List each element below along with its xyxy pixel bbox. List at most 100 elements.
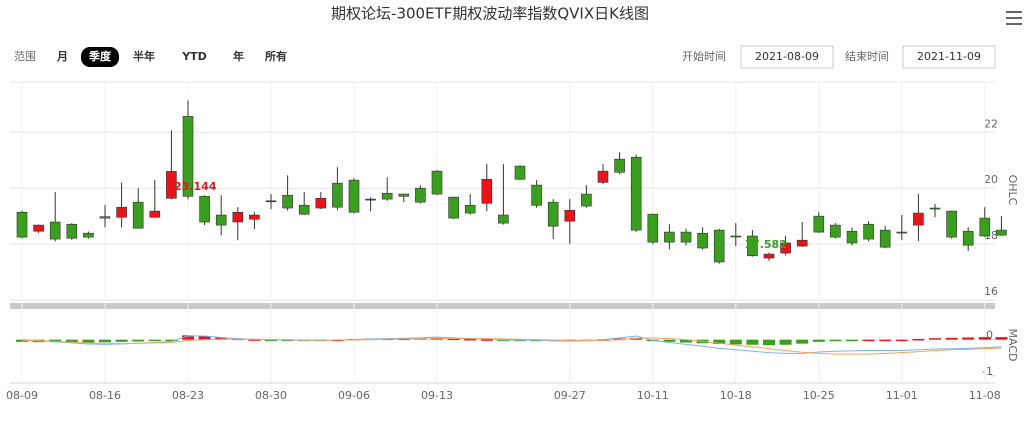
candle-body (780, 242, 791, 254)
macd-bar (680, 339, 692, 343)
candle-body (597, 170, 609, 183)
candle-body (415, 187, 426, 203)
macd-bar (829, 339, 842, 342)
candle-body (979, 217, 991, 237)
candle-body (215, 214, 227, 226)
macd-bar (148, 339, 161, 342)
candle-body (481, 178, 493, 204)
macd-bar (846, 339, 858, 342)
macd-bar (99, 339, 111, 343)
macd-bar (82, 339, 95, 343)
y-tick-label: 20 (984, 173, 998, 186)
range-button[interactable]: 半年 (133, 49, 155, 63)
macd-bar (182, 335, 194, 340)
candle-body (730, 235, 742, 238)
candle-body (647, 213, 659, 243)
x-tick-label: 10-11 (637, 389, 669, 402)
candle-body (83, 232, 94, 238)
candle-body (232, 211, 244, 223)
candle-body (763, 253, 775, 259)
x-tick-label: 09-13 (421, 389, 453, 402)
macd-bar (978, 337, 991, 340)
macd-line (21, 335, 1002, 354)
menu-button[interactable] (1006, 11, 1022, 25)
candle-body (564, 209, 576, 222)
macd-bar (447, 338, 460, 341)
candle-body (348, 179, 360, 213)
macd-bar (115, 339, 128, 342)
candle-body (315, 197, 327, 209)
y-tick-label: 16 (984, 285, 998, 298)
range-button[interactable]: 所有 (265, 49, 287, 63)
candle-body (796, 239, 808, 247)
macd-bar (796, 339, 809, 344)
start-label: 开始时间 (682, 49, 726, 63)
candle-body (946, 210, 957, 238)
max-label: 23.144 (174, 180, 217, 193)
candle-body (680, 231, 692, 243)
x-tick-label: 08-23 (172, 389, 204, 402)
candle-body (614, 158, 625, 173)
macd-bar (132, 339, 145, 342)
range-label: 范围 (14, 49, 36, 63)
start-input[interactable] (740, 45, 834, 69)
candle-body (664, 231, 675, 243)
macd-bar (480, 339, 493, 341)
candle-body (531, 184, 542, 206)
candle-body (332, 182, 343, 208)
candle-body (182, 116, 194, 197)
macd-bar (198, 336, 211, 340)
candle-body (282, 194, 293, 209)
candle-body (514, 165, 526, 180)
y-tick-label: 22 (984, 117, 998, 130)
candle-body (747, 235, 758, 257)
range-button[interactable]: 月 (56, 50, 68, 63)
candle-body (879, 229, 891, 248)
macd-bar (215, 337, 228, 340)
macd-bar (929, 338, 941, 340)
end-label: 结束时间 (845, 50, 889, 63)
candle-body (962, 230, 974, 246)
candle-body (132, 201, 144, 229)
range-button[interactable]: 年 (233, 49, 244, 63)
end-input[interactable] (902, 45, 996, 69)
candle-body (249, 214, 260, 220)
candle-body (498, 214, 509, 224)
range-button[interactable]: YTD (181, 50, 207, 63)
candle-body (896, 231, 908, 234)
y-tick-label: 0 (986, 329, 993, 342)
candle-body (298, 204, 310, 215)
candle-body (713, 229, 725, 263)
x-tick-label: 09-27 (554, 389, 586, 402)
candle-body (265, 200, 277, 203)
x-tick-label: 08-09 (6, 389, 38, 402)
candle-body (813, 215, 825, 233)
macd-bar (630, 337, 643, 340)
macd-bar (879, 339, 892, 342)
y-axis-title: OHLC (1006, 175, 1019, 206)
x-tick-label: 08-30 (255, 389, 287, 402)
candle-body (149, 210, 161, 218)
candle-body (431, 170, 443, 195)
y-tick-label: -1 (982, 365, 993, 378)
navigator[interactable] (10, 303, 995, 309)
macd-bar (265, 339, 277, 342)
macd-bar (713, 339, 726, 344)
macd-bar (763, 339, 775, 346)
candle-body (166, 171, 177, 199)
range-button-bg[interactable] (81, 47, 119, 67)
candle-body (830, 224, 841, 238)
macd-bar (165, 339, 178, 342)
end-date[interactable]: 2021-11-09 (917, 50, 981, 63)
candle-body (913, 212, 924, 226)
range-button[interactable]: 季度 (88, 49, 112, 63)
macd-bar (49, 339, 62, 343)
candle-body (929, 207, 941, 210)
candle-body (381, 192, 393, 200)
start-date[interactable]: 2021-08-09 (755, 50, 819, 63)
macd-bar (464, 338, 477, 341)
macd-bar (779, 339, 792, 345)
macd-bar (65, 339, 78, 343)
candle-body (846, 230, 858, 244)
